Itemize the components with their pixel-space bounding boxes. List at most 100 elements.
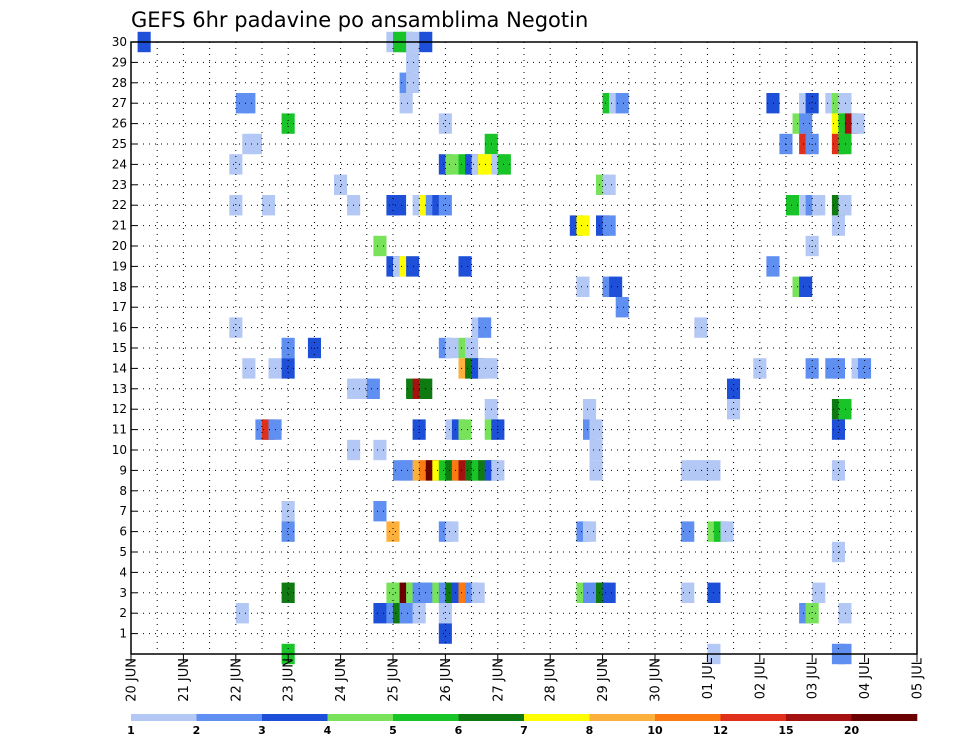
grid-lines — [131, 41, 917, 654]
colorbar-label: 6 — [455, 724, 463, 737]
x-tick-label: 30 JUN — [649, 658, 664, 702]
data-cell — [805, 603, 819, 624]
x-tick-label: 01 JUL — [701, 657, 716, 699]
data-cell — [281, 113, 295, 134]
data-cell — [602, 582, 616, 603]
data-cell — [281, 521, 295, 542]
x-tick-label: 21 JUN — [177, 658, 192, 702]
data-cell — [471, 582, 485, 603]
colorbar-swatch — [720, 714, 787, 721]
y-tick-label: 2 — [119, 606, 127, 620]
colorbar-label: 3 — [258, 724, 266, 737]
x-axis: 20 JUN 21 JUN 22 JUN 23 JUN 24 JUN 25 JUN 26 J… — [125, 654, 926, 702]
data-cell — [858, 358, 872, 379]
data-cell — [406, 52, 420, 73]
data-cell — [248, 133, 262, 155]
data-cell — [727, 378, 741, 399]
data-cell — [831, 419, 845, 440]
colorbar-swatch — [524, 714, 590, 721]
data-cell — [838, 603, 852, 624]
data-cell — [831, 460, 845, 481]
x-tick-label: 26 JUN — [439, 658, 454, 702]
y-tick-label: 20 — [112, 239, 127, 253]
x-tick-label: 22 JUN — [229, 658, 244, 702]
data-cell — [262, 195, 276, 216]
y-tick-label: 13 — [112, 382, 127, 396]
data-cell — [615, 297, 629, 318]
colorbar-swatch — [327, 714, 394, 721]
colorbar-swatch — [393, 714, 459, 721]
data-cell — [812, 582, 826, 603]
data-cell — [720, 521, 734, 542]
colorbar-swatch — [262, 714, 328, 721]
data-cell — [445, 154, 459, 175]
data-cell — [766, 256, 780, 277]
data-cell — [838, 93, 852, 114]
colorbar-swatch — [655, 714, 721, 721]
y-tick-label: 25 — [112, 137, 127, 151]
data-cell — [386, 521, 400, 542]
colorbar-swatch — [786, 714, 852, 721]
colorbar-swatch — [589, 714, 656, 721]
data-cell — [478, 154, 492, 175]
data-cell — [838, 195, 852, 216]
y-tick-label: 29 — [112, 55, 127, 69]
data-cell — [799, 276, 813, 297]
chart-title: GEFS 6hr padavine po ansamblima Negotin — [131, 8, 588, 32]
data-cell — [799, 113, 813, 134]
data-cell — [235, 603, 249, 624]
x-tick-label: 23 JUN — [282, 658, 297, 702]
data-cell — [576, 276, 590, 297]
y-tick-label: 28 — [112, 76, 127, 90]
data-cell — [438, 195, 452, 216]
y-tick-label: 9 — [119, 463, 127, 477]
data-cell — [766, 93, 780, 114]
x-tick-label: 04 JUL — [858, 657, 873, 699]
data-cell — [805, 358, 819, 379]
colorbar-label: 20 — [844, 724, 860, 737]
data-cell — [786, 195, 800, 216]
y-tick-label: 7 — [119, 504, 127, 518]
y-tick-label: 15 — [112, 341, 127, 355]
y-tick-label: 23 — [112, 178, 127, 192]
x-tick-label: 29 JUN — [596, 658, 611, 702]
data-cell — [838, 399, 852, 420]
data-cell — [406, 72, 420, 93]
data-cell — [399, 93, 413, 114]
colorbar-swatch — [196, 714, 263, 721]
colorbar-label: 8 — [586, 724, 594, 737]
y-tick-label: 19 — [112, 259, 127, 273]
y-tick-label: 30 — [112, 35, 127, 49]
y-tick-label: 18 — [112, 280, 127, 294]
y-tick-label: 4 — [119, 565, 127, 579]
data-cell — [694, 317, 708, 338]
y-tick-label: 22 — [112, 198, 127, 212]
data-cell — [681, 521, 695, 542]
x-tick-label: 03 JUL — [806, 657, 821, 699]
data-cell — [838, 133, 852, 155]
data-cell — [229, 195, 243, 216]
data-cell — [438, 113, 452, 134]
data-cell — [406, 256, 420, 277]
colorbar-label: 7 — [520, 724, 528, 737]
y-tick-label: 26 — [112, 117, 127, 131]
data-cell — [445, 337, 459, 359]
colorbar-label: 1 — [127, 724, 135, 737]
y-tick-label: 6 — [119, 525, 127, 539]
data-cell — [478, 317, 492, 338]
colorbar-swatch — [131, 714, 197, 721]
y-tick-label: 3 — [119, 586, 127, 600]
colorbar-label: 15 — [778, 724, 793, 737]
data-cell — [615, 93, 629, 114]
y-tick-label: 10 — [112, 443, 127, 457]
data-cell — [602, 174, 616, 195]
colorbar-swatch — [458, 714, 525, 721]
y-tick-label: 27 — [112, 96, 127, 110]
data-cell — [373, 235, 387, 257]
data-cell — [831, 358, 845, 379]
x-tick-label: 25 JUN — [387, 658, 402, 702]
data-cell — [812, 195, 826, 216]
data-cell — [851, 113, 865, 134]
x-tick-label: 27 JUN — [491, 658, 506, 702]
data-cell — [831, 215, 845, 236]
